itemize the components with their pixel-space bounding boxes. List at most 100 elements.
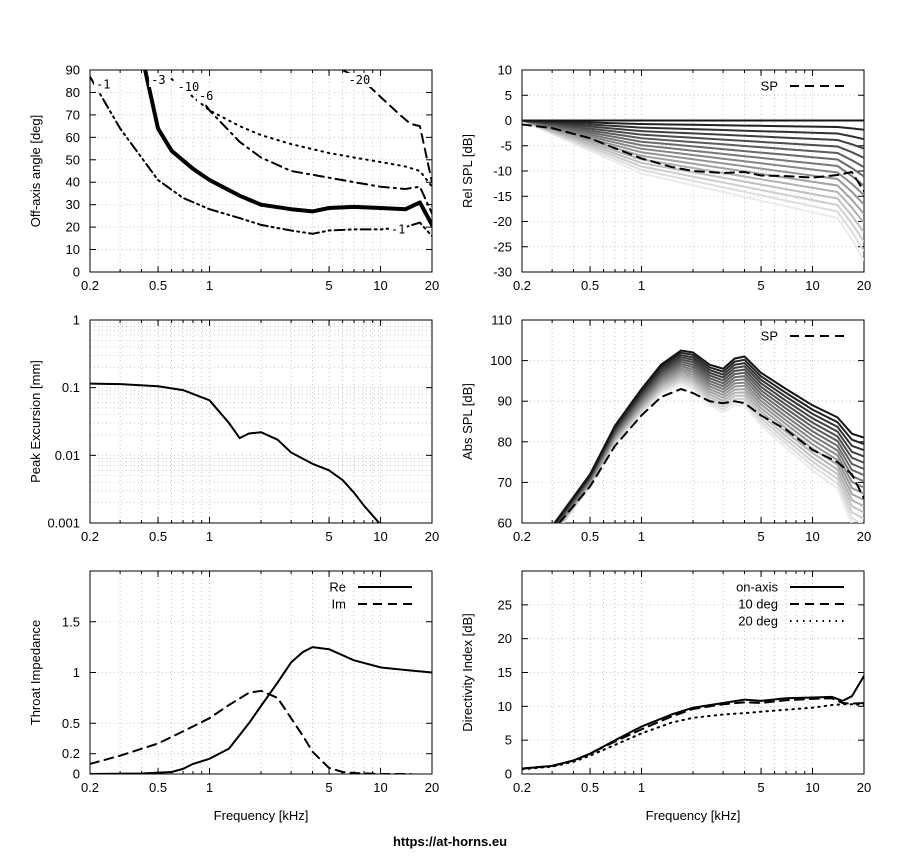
y-tick-label: 60 bbox=[66, 130, 80, 145]
y-tick-label: 0.001 bbox=[47, 516, 80, 531]
family-curve bbox=[522, 119, 864, 159]
x-tick-label: 0.5 bbox=[149, 780, 167, 795]
x-tick-label: 0.2 bbox=[513, 529, 531, 544]
x-tick-label: 20 bbox=[857, 529, 871, 544]
x-tick-label: 1 bbox=[638, 780, 645, 795]
contour-label-bg bbox=[388, 222, 407, 237]
x-tick-label: 1 bbox=[206, 278, 213, 293]
y-tick-label: 90 bbox=[66, 63, 80, 78]
y-tick-label: 0 bbox=[73, 265, 80, 280]
y-axis-label: Abs SPL [dB] bbox=[460, 383, 475, 460]
legend-label: 20 deg bbox=[738, 614, 778, 629]
y-tick-label: 25 bbox=[498, 597, 512, 612]
y-tick-label: -10 bbox=[493, 164, 512, 179]
series-line--6 bbox=[192, 87, 432, 215]
family-curve bbox=[522, 119, 864, 243]
x-tick-label: 1 bbox=[206, 529, 213, 544]
y-tick-label: 0.2 bbox=[62, 746, 80, 761]
contour-label: -6 bbox=[199, 89, 213, 103]
plot-area bbox=[522, 674, 864, 771]
legend-label: Re bbox=[329, 580, 346, 595]
x-tick-label: 10 bbox=[805, 529, 819, 544]
plot-area bbox=[522, 119, 864, 261]
x-tick-label: 5 bbox=[757, 278, 764, 293]
y-axis-label: Throat Impedance bbox=[28, 620, 43, 726]
y-tick-label: 0 bbox=[505, 767, 512, 782]
legend-label: 10 deg bbox=[738, 597, 778, 612]
plot-area bbox=[553, 349, 864, 523]
x-tick-label: 10 bbox=[373, 529, 387, 544]
x-tick-label: 0.5 bbox=[581, 529, 599, 544]
y-tick-label: 1 bbox=[73, 313, 80, 328]
family-curve bbox=[522, 119, 864, 252]
y-tick-label: 0.1 bbox=[62, 380, 80, 395]
y-tick-label: 40 bbox=[66, 175, 80, 190]
series-line-0 bbox=[90, 382, 381, 523]
y-tick-label: 0 bbox=[73, 767, 80, 782]
contour-label: -10 bbox=[178, 80, 200, 94]
x-tick-label: 0.5 bbox=[581, 780, 599, 795]
x-tick-label: 10 bbox=[373, 278, 387, 293]
y-tick-label: -30 bbox=[493, 265, 512, 280]
x-tick-label: 10 bbox=[805, 278, 819, 293]
x-tick-label: 10 bbox=[373, 780, 387, 795]
x-tick-label: 0.5 bbox=[149, 529, 167, 544]
x-tick-label: 1 bbox=[638, 529, 645, 544]
x-tick-label: 5 bbox=[757, 780, 764, 795]
y-tick-label: 0.01 bbox=[55, 448, 80, 463]
y-tick-label: 50 bbox=[66, 152, 80, 167]
family-curve bbox=[522, 119, 864, 187]
family-curve bbox=[553, 349, 864, 523]
x-axis-label: Frequency [kHz] bbox=[646, 808, 741, 823]
y-tick-label: 10 bbox=[498, 63, 512, 78]
x-tick-label: 0.2 bbox=[81, 278, 99, 293]
series-line--10 bbox=[170, 78, 432, 188]
legend-label: SP bbox=[761, 329, 778, 344]
plot-area bbox=[90, 646, 432, 774]
family-curve bbox=[522, 119, 864, 168]
x-tick-label: 0.5 bbox=[149, 278, 167, 293]
x-tick-label: 20 bbox=[425, 780, 439, 795]
x-tick-label: 20 bbox=[857, 278, 871, 293]
family-curve bbox=[522, 119, 864, 196]
contour-label: -3 bbox=[151, 73, 165, 87]
y-tick-label: 0 bbox=[505, 113, 512, 128]
y-tick-label: -15 bbox=[493, 189, 512, 204]
legend-label: on-axis bbox=[736, 580, 778, 595]
contour-label: -1 bbox=[96, 78, 110, 92]
family-curve bbox=[522, 119, 864, 215]
family-curve bbox=[522, 119, 864, 178]
legend-label: SP bbox=[761, 79, 778, 94]
series-line-SP bbox=[522, 123, 864, 193]
y-tick-label: 10 bbox=[498, 699, 512, 714]
y-axis-label: Directivity Index [dB] bbox=[460, 613, 475, 732]
x-tick-label: 0.5 bbox=[581, 278, 599, 293]
family-curve bbox=[522, 119, 864, 224]
series-line--3 bbox=[143, 70, 432, 227]
y-tick-label: 15 bbox=[498, 665, 512, 680]
x-tick-label: 0.2 bbox=[81, 780, 99, 795]
y-tick-label: 80 bbox=[498, 434, 512, 449]
plot-area bbox=[90, 382, 381, 523]
y-tick-label: 60 bbox=[498, 516, 512, 531]
family-curve bbox=[522, 119, 864, 261]
y-axis-label: Off-axis angle [deg] bbox=[28, 115, 43, 228]
y-axis-label: Peak Excursion [mm] bbox=[28, 360, 43, 483]
x-tick-label: 1 bbox=[638, 278, 645, 293]
family-curve bbox=[522, 119, 864, 131]
grid bbox=[522, 70, 864, 272]
y-tick-label: -25 bbox=[493, 239, 512, 254]
x-tick-label: 10 bbox=[805, 780, 819, 795]
family-curve bbox=[522, 119, 864, 141]
contour-label-bg bbox=[149, 73, 169, 87]
footer-url: https://at-horns.eu bbox=[392, 834, 508, 849]
grid bbox=[522, 571, 864, 774]
contour-label: -20 bbox=[349, 73, 371, 87]
contour-label-bg bbox=[94, 77, 113, 92]
y-tick-label: 20 bbox=[498, 631, 512, 646]
chart-panel-1: 0.2 0.5 1 5 10 20 0 10 20 30 40 50 60 70 80 90 Off-axis … bbox=[28, 63, 439, 294]
family-curve bbox=[558, 367, 864, 523]
x-tick-label: 5 bbox=[325, 780, 332, 795]
y-axis-label: Rel SPL [dB] bbox=[460, 134, 475, 208]
